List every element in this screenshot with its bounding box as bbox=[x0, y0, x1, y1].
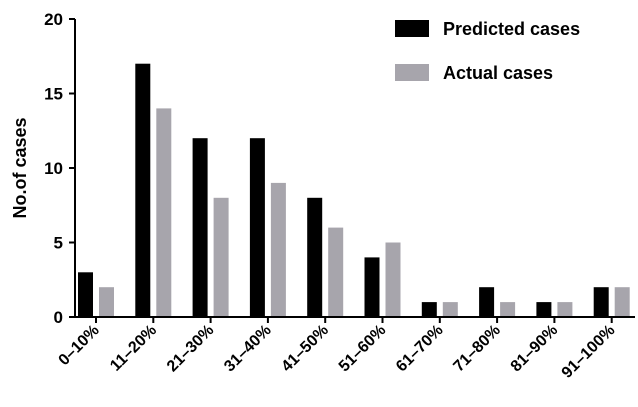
bar-actual-4 bbox=[270, 182, 286, 317]
bar-actual-1 bbox=[99, 287, 114, 317]
y-tick-label: 5 bbox=[54, 234, 63, 253]
bar-actual-9 bbox=[557, 302, 573, 317]
bar-predicted-3 bbox=[192, 138, 208, 317]
bar-actual-10 bbox=[614, 287, 630, 317]
bar-group bbox=[78, 63, 630, 318]
x-tick-label: 51–60% bbox=[336, 322, 390, 376]
bar-predicted-10 bbox=[593, 287, 609, 317]
x-tick-label: 11–20% bbox=[107, 322, 160, 375]
x-tick-label: 41–50% bbox=[278, 322, 332, 376]
bar-predicted-8 bbox=[479, 287, 495, 317]
x-tick-label: 31–40% bbox=[221, 322, 275, 376]
bar-predicted-6 bbox=[364, 257, 380, 317]
x-tick-label: 71–80% bbox=[450, 322, 504, 376]
bar-actual-6 bbox=[385, 242, 401, 317]
bar-predicted-1 bbox=[78, 272, 93, 317]
y-tick-label: 20 bbox=[44, 10, 63, 29]
bar-actual-8 bbox=[500, 302, 516, 317]
x-tick-label: 91–100% bbox=[559, 322, 619, 382]
legend-label-actual: Actual cases bbox=[443, 63, 553, 83]
bar-predicted-5 bbox=[307, 197, 323, 317]
legend-swatch-predicted bbox=[395, 20, 429, 37]
y-tick-group: 0 5 10 15 20 bbox=[44, 10, 75, 327]
bar-predicted-4 bbox=[249, 138, 265, 317]
y-tick-label: 15 bbox=[44, 85, 63, 104]
x-tick-label: 21–30% bbox=[164, 322, 218, 376]
bar-predicted-9 bbox=[536, 302, 552, 317]
x-tick-group: 0–10% 11–20% 21–30% 31–40% 41–50% 51–60% 61–70… bbox=[56, 317, 619, 382]
bar-predicted-2 bbox=[135, 63, 151, 318]
y-axis-title: No.of cases bbox=[10, 117, 30, 218]
bar-actual-5 bbox=[328, 227, 344, 317]
bar-actual-3 bbox=[213, 197, 229, 317]
bar-actual-7 bbox=[442, 302, 458, 317]
bar-actual-2 bbox=[156, 108, 172, 318]
bar-predicted-7 bbox=[421, 302, 437, 317]
x-tick-label: 81–90% bbox=[508, 322, 562, 376]
x-tick-label: 61–70% bbox=[393, 322, 447, 376]
legend-label-predicted: Predicted cases bbox=[443, 19, 580, 39]
y-tick-label: 0 bbox=[54, 308, 63, 327]
y-tick-label: 10 bbox=[44, 159, 63, 178]
legend-swatch-actual bbox=[395, 64, 429, 81]
x-tick-label: 0–10% bbox=[56, 322, 103, 369]
legend: Predicted cases Actual cases bbox=[395, 19, 580, 83]
